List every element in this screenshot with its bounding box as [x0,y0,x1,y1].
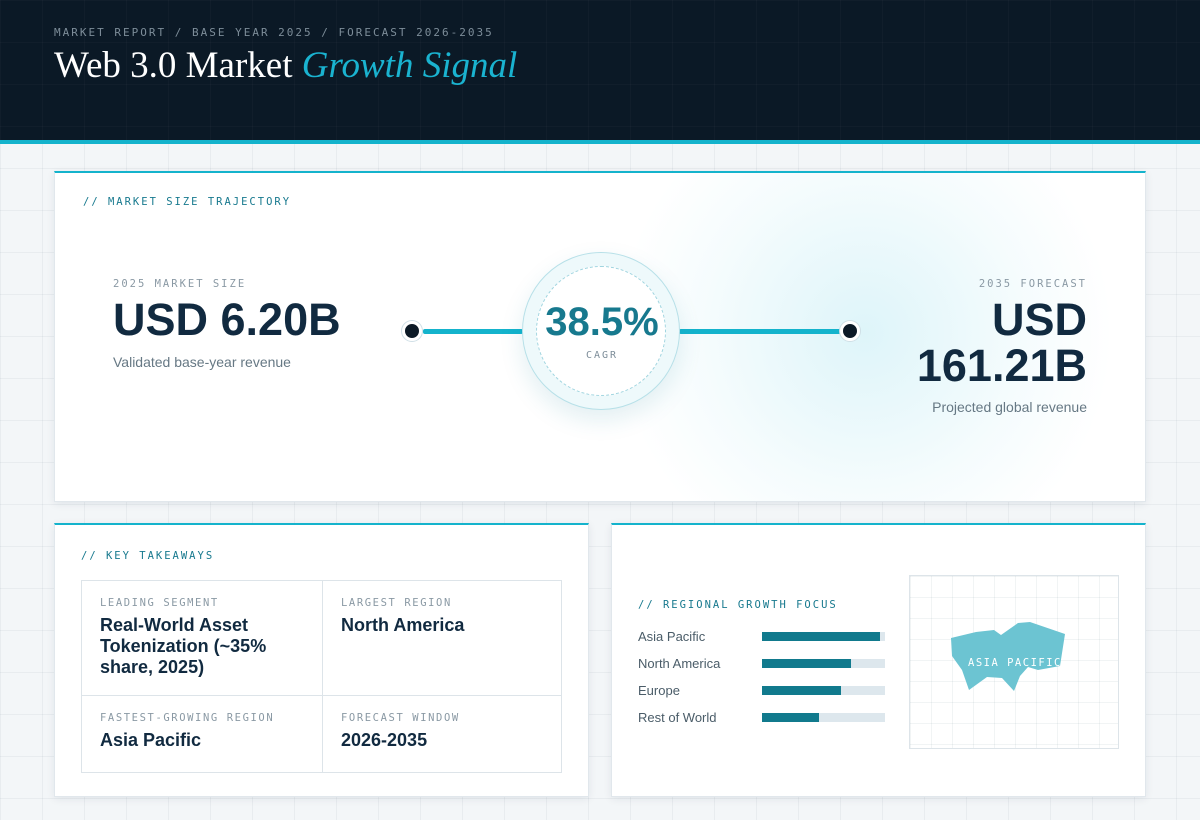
region-name: North America [638,656,721,671]
key-takeaways-card: // KEY TAKEAWAYS LEADING SEGMENT Real-Wo… [54,523,589,797]
cagr-label: CAGR [585,350,619,361]
region-name: Rest of World [638,710,717,725]
region-name: Asia Pacific [638,629,706,644]
region-bar-track [762,659,885,668]
background-glow [615,173,1115,501]
region-bar-row: Europe [638,683,898,698]
region-bar-track [762,713,885,722]
cagr-inner-ring: 38.5% CAGR [536,266,666,396]
end-value: USD 161.21B [917,297,1087,389]
takeaways-grid: LEADING SEGMENT Real-World Asset Tokeniz… [81,580,562,773]
regional-growth-card: // REGIONAL GROWTH FOCUS Asia Pacific No… [611,523,1146,797]
takeaway-leading-segment: LEADING SEGMENT Real-World Asset Tokeniz… [82,581,322,695]
title-main: Web 3.0 Market [54,45,293,86]
end-marker [840,321,860,341]
trajectory-line-right [679,329,841,334]
market-size-trajectory-card: // MARKET SIZE TRAJECTORY 2025 MARKET SI… [54,171,1146,502]
region-bar-row: North America [638,656,898,671]
region-bar-fill [762,686,841,695]
region-bar-fill [762,713,819,722]
takeaway-fastest-growing-region: FASTEST-GROWING REGION Asia Pacific [82,695,322,772]
region-bar-fill [762,659,851,668]
regional-section-label: // REGIONAL GROWTH FOCUS [638,599,838,611]
start-marker [402,321,422,341]
region-name: Europe [638,683,680,698]
takeaway-value: 2026-2035 [341,730,428,750]
region-bar-fill [762,632,881,641]
start-kicker: 2025 MARKET SIZE [113,278,247,290]
takeaways-section-label: // KEY TAKEAWAYS [81,550,215,562]
end-kicker: 2035 FORECAST [978,278,1087,290]
takeaway-largest-region: LARGEST REGION North America [322,581,562,695]
region-bar-row: Rest of World [638,710,898,725]
asia-pacific-shape [951,622,1065,691]
takeaway-value: North America [341,615,465,635]
trajectory-section-label: // MARKET SIZE TRAJECTORY [83,196,292,208]
title-accent: Growth Signal [301,45,518,86]
region-bar-track [762,632,885,641]
takeaway-label: LARGEST REGION [341,597,452,609]
takeaway-label: FASTEST-GROWING REGION [100,712,275,724]
report-eyebrow: MARKET REPORT / BASE YEAR 2025 / FORECAS… [54,26,494,39]
end-value-currency: USD [991,294,1087,345]
takeaway-value: Asia Pacific [100,730,202,750]
map-label: ASIA PACIFIC [968,657,1062,669]
end-caption: Projected global revenue [932,399,1087,415]
region-bar-track [762,686,885,695]
start-caption: Validated base-year revenue [113,354,291,370]
takeaway-label: LEADING SEGMENT [100,597,219,609]
trajectory-line-left [423,329,523,334]
takeaway-value: Real-World Asset Tokenization (~35% shar… [100,615,267,677]
page-title: Web 3.0 Market Growth Signal [54,44,517,87]
region-map: ASIA PACIFIC [909,575,1119,749]
takeaway-label: FORECAST WINDOW [341,712,460,724]
region-bar-row: Asia Pacific [638,629,898,644]
cagr-value: 38.5% [545,300,659,344]
cagr-badge: 38.5% CAGR [522,252,680,410]
report-header: MARKET REPORT / BASE YEAR 2025 / FORECAS… [0,0,1200,144]
end-value-amount: 161.21B [916,340,1087,391]
asia-pacific-map-icon [951,622,1065,691]
takeaway-forecast-window: FORECAST WINDOW 2026-2035 [322,695,562,772]
start-value: USD 6.20B [113,294,341,345]
